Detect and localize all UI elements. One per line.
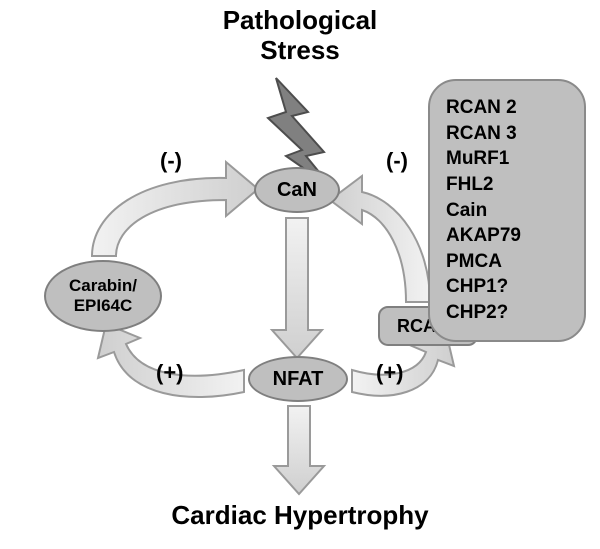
inhibitor-list-box: RCAN 2 RCAN 3 MuRF1 FHL2 Cain AKAP79 PMC…	[428, 79, 586, 342]
list-item: AKAP79	[446, 223, 568, 249]
node-carabin-label: Carabin/EPI64C	[69, 276, 137, 315]
node-can-label: CaN	[277, 179, 317, 202]
node-carabin: Carabin/EPI64C	[44, 260, 162, 332]
sign-left-plus-text: (+)	[156, 360, 184, 385]
list-item: FHL2	[446, 172, 568, 198]
node-nfat-label: NFAT	[273, 368, 324, 391]
list-item: Cain	[446, 198, 568, 224]
sign-left-minus-text: (-)	[160, 148, 182, 173]
sign-right-minus-text: (-)	[386, 148, 408, 173]
list-item: RCAN 2	[446, 95, 568, 121]
list-item: MuRF1	[446, 146, 568, 172]
sign-left-plus: (+)	[156, 360, 184, 386]
sign-left-minus: (-)	[160, 148, 182, 174]
node-can: CaN	[254, 167, 340, 213]
sign-right-minus: (-)	[386, 148, 408, 174]
list-item: CHP2?	[446, 300, 568, 326]
arrow-rcan1-to-can	[330, 176, 430, 302]
sign-right-plus-text: (+)	[376, 360, 404, 385]
arrow-carabin-to-can	[92, 162, 258, 256]
list-item: CHP1?	[446, 274, 568, 300]
node-nfat: NFAT	[248, 356, 348, 402]
arrow-nfat-to-output	[274, 406, 324, 494]
sign-right-plus: (+)	[376, 360, 404, 386]
arrow-can-to-nfat	[272, 218, 322, 358]
list-item: PMCA	[446, 249, 568, 275]
list-item: RCAN 3	[446, 121, 568, 147]
